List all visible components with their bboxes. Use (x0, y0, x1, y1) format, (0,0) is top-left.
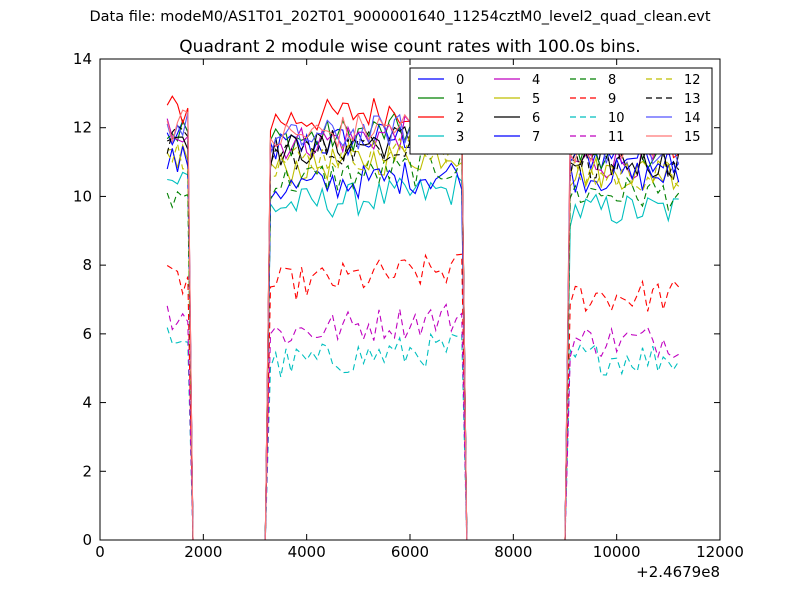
series-line-11 (166, 303, 679, 541)
series-line-10 (166, 327, 680, 541)
series-line-0 (166, 115, 680, 541)
x-tick-label: 6000 (391, 543, 429, 561)
legend-label-13: 13 (684, 92, 701, 107)
legend-label-1: 1 (456, 92, 464, 107)
legend-label-12: 12 (684, 73, 701, 88)
y-tick-label: 2 (82, 462, 92, 480)
legend-label-5: 5 (532, 92, 540, 107)
series-line-9 (166, 253, 680, 541)
x-tick-label: 4000 (288, 543, 326, 561)
x-tick-label: 2000 (184, 543, 222, 561)
legend-label-11: 11 (608, 130, 625, 145)
legend-label-3: 3 (456, 130, 464, 145)
x-tick-label: 0 (95, 543, 105, 561)
series-line-15 (166, 105, 680, 541)
legend-box (409, 67, 713, 155)
x-tick-label: 8000 (494, 543, 532, 561)
x-offset-label: +2.4679e8 (636, 563, 720, 581)
chart-title: Quadrant 2 module wise count rates with … (179, 37, 641, 57)
y-tick-label: 6 (82, 325, 92, 343)
y-tick-label: 8 (82, 256, 92, 274)
legend-label-8: 8 (608, 73, 616, 88)
legend-label-7: 7 (532, 130, 540, 145)
chart-suptitle: Data file: modeM0/AS1T01_202T01_90000016… (89, 9, 711, 25)
series-line-12 (166, 130, 680, 541)
y-tick-label: 10 (73, 187, 92, 205)
series-line-8 (166, 150, 680, 541)
y-tick-label: 0 (82, 531, 92, 549)
legend-label-10: 10 (608, 111, 625, 126)
legend-label-0: 0 (456, 73, 464, 88)
y-tick-label: 4 (82, 394, 92, 412)
series-line-7 (166, 146, 680, 541)
series-line-4 (166, 111, 680, 541)
series-line-5 (167, 143, 680, 541)
series-line-3 (167, 171, 679, 541)
x-tick-label: 12000 (696, 543, 744, 561)
legend-label-4: 4 (532, 73, 540, 88)
y-tick-label: 12 (73, 119, 92, 137)
series-line-2 (166, 87, 680, 541)
y-tick-label: 14 (73, 50, 92, 68)
legend-label-14: 14 (684, 111, 701, 126)
series-line-1 (166, 111, 680, 541)
x-tick-label: 10000 (593, 543, 641, 561)
legend-label-6: 6 (532, 111, 540, 126)
legend-label-15: 15 (684, 130, 701, 145)
legend-label-9: 9 (608, 92, 616, 107)
legend-label-2: 2 (456, 111, 464, 126)
